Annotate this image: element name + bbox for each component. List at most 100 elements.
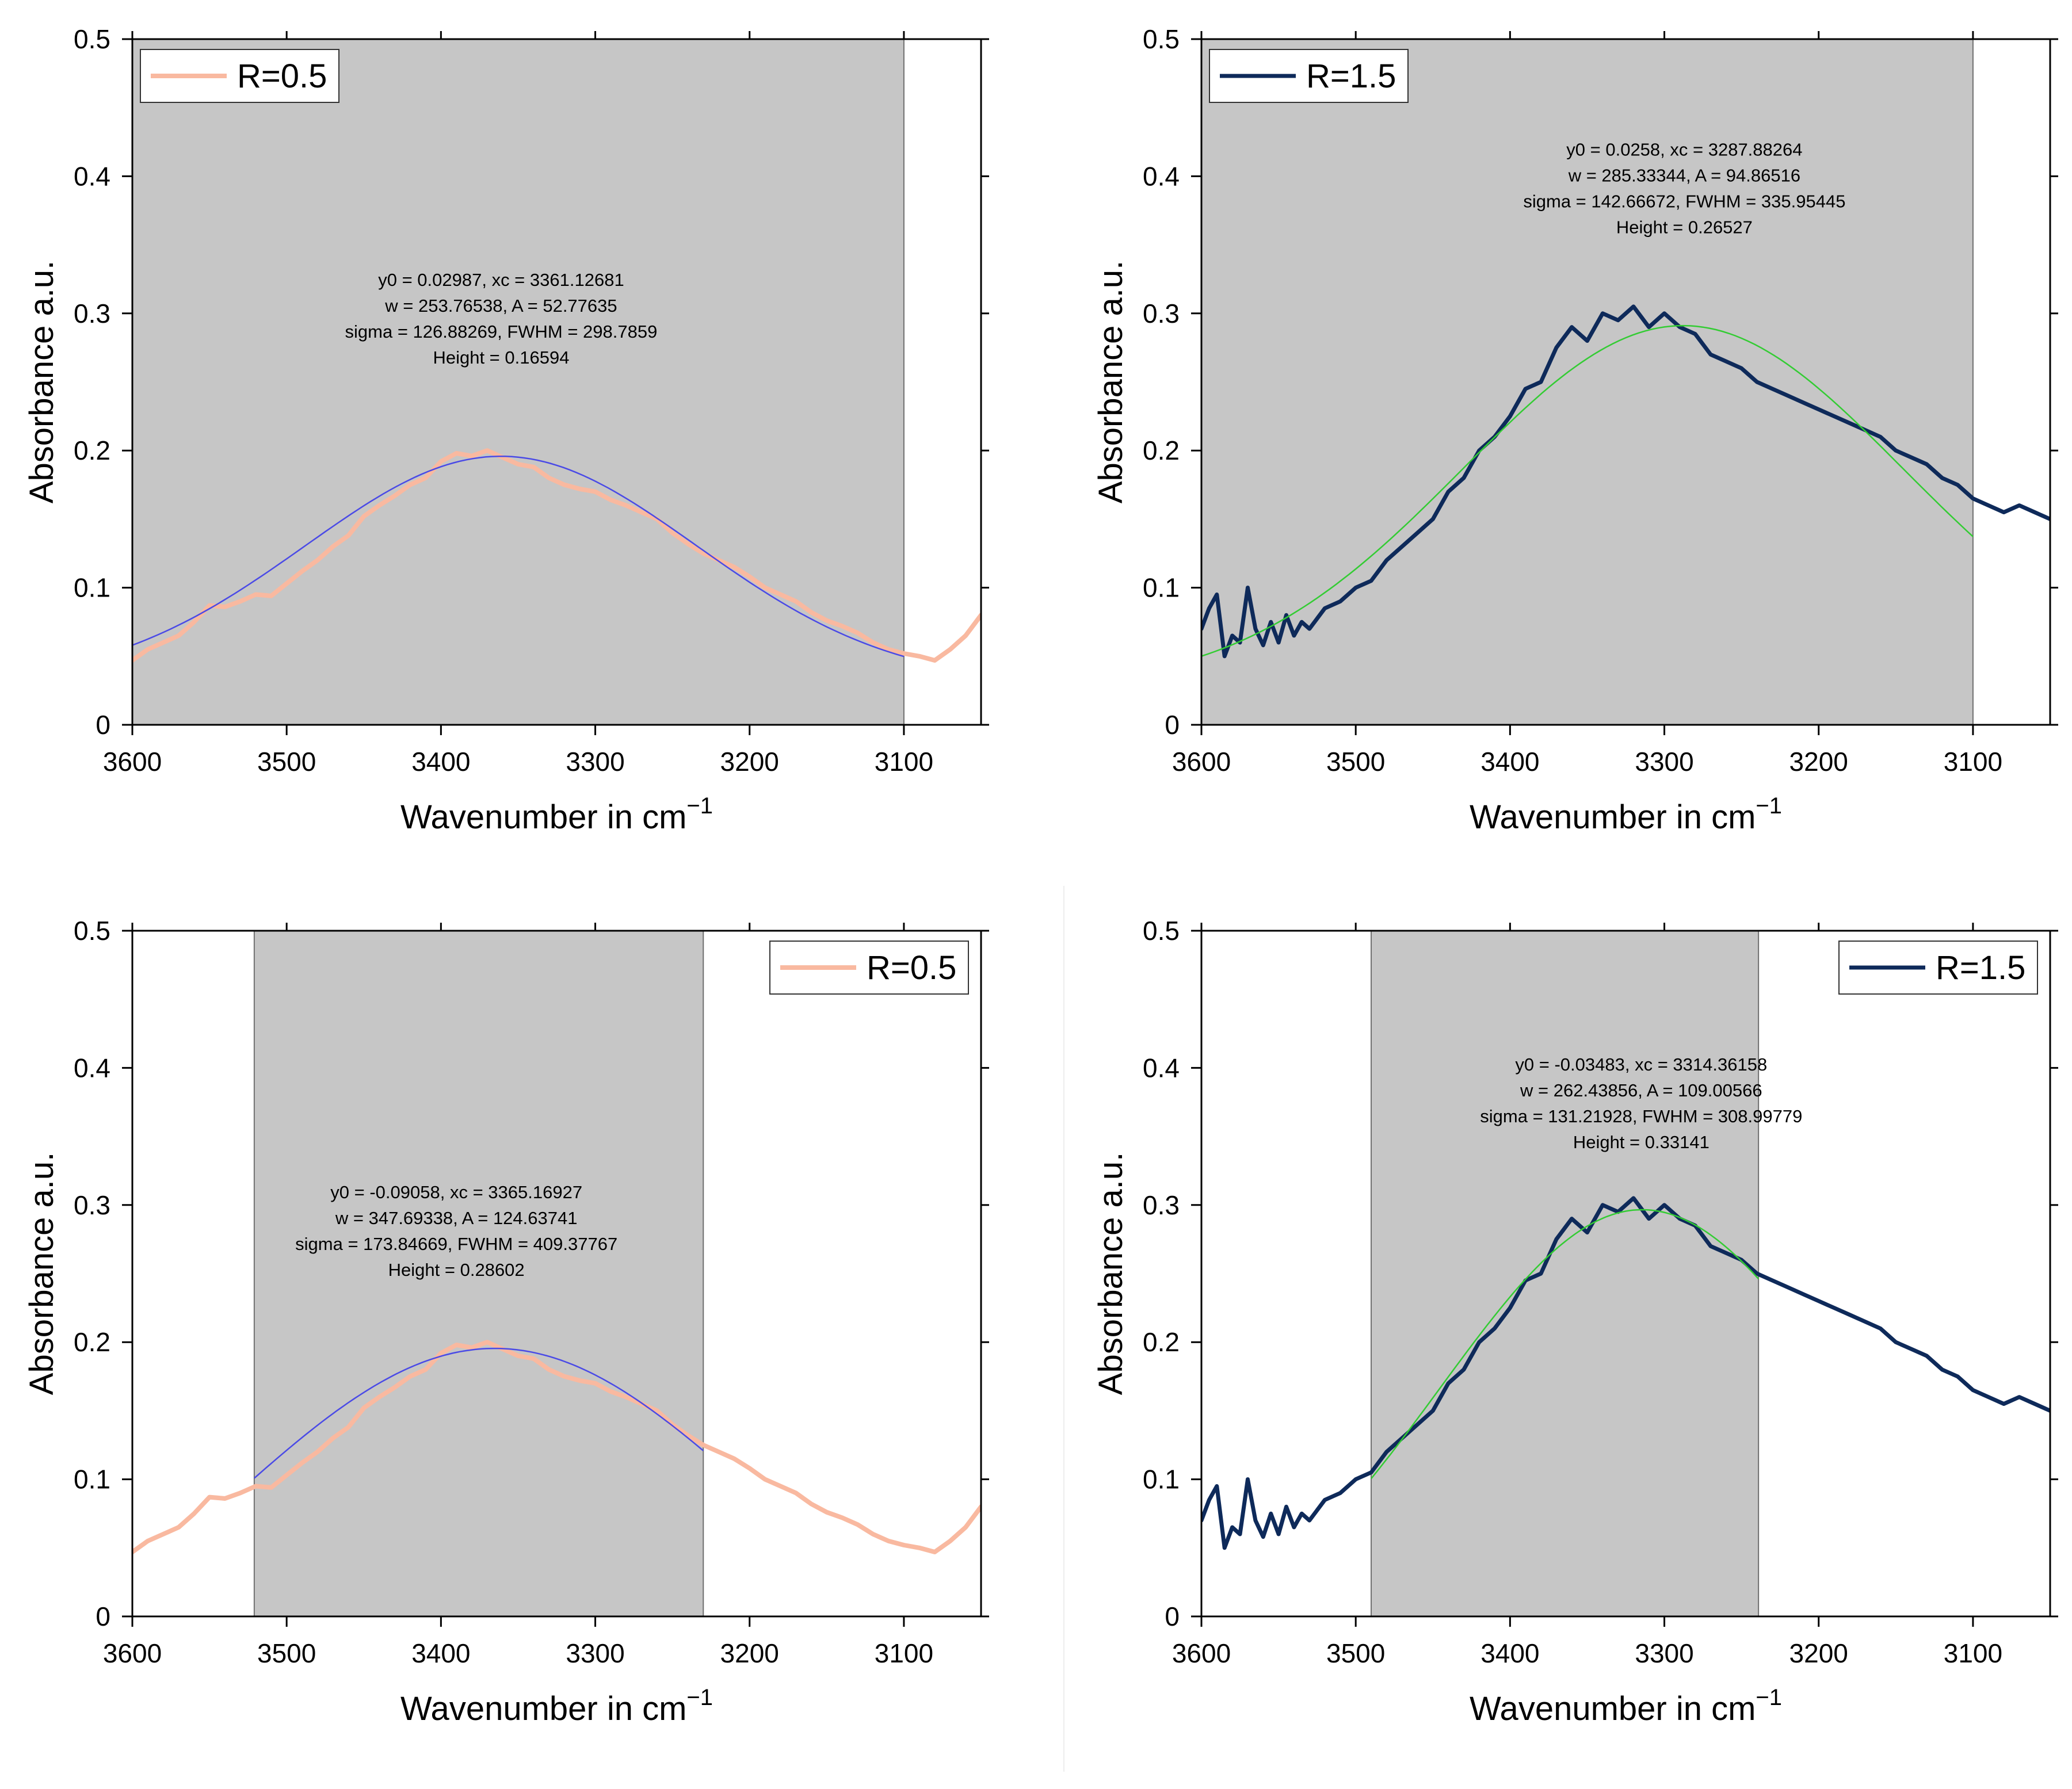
y-tick-label: 0.5	[74, 916, 110, 946]
y-tick-label: 0	[96, 710, 110, 740]
plot-frame	[131, 930, 982, 1618]
fit-annotation-line: sigma = 131.21928, FWHM = 308.99779	[1480, 1106, 1802, 1126]
y-tick-label: 0.3	[1143, 1190, 1180, 1220]
x-tick-label: 3300	[1635, 747, 1693, 777]
chart-panel-top-right: 3600 3500 3400 3300 3200 3100 0 0.1 0.2 0.3 0.4 0.5…	[1092, 24, 2058, 836]
fit-region	[132, 39, 904, 725]
x-tick-label: 3100	[1944, 1638, 2002, 1668]
x-tick-label: 3500	[257, 1638, 316, 1668]
fit-annotation-line: w = 253.76538, A = 52.77635	[384, 296, 617, 316]
legend-label: R=1.5	[1306, 58, 1396, 95]
x-axis-label: Wavenumber in cm−1	[1470, 793, 1782, 836]
y-tick-label: 0	[1165, 1601, 1180, 1631]
x-axis-label-superscript: −1	[686, 1685, 713, 1710]
y-tick-label: 0.3	[74, 299, 110, 328]
y-axis-label: Absorbance a.u.	[23, 1152, 60, 1395]
x-tick-label: 3400	[411, 747, 470, 777]
fit-annotation-line: sigma = 142.66672, FWHM = 335.95445	[1523, 192, 1845, 212]
y-axis-label: Absorbance a.u.	[23, 261, 60, 503]
x-tick-label: 3500	[1326, 747, 1385, 777]
legend[interactable]: R=1.5	[1209, 49, 1409, 103]
chart-panel-top-left: 3600 3500 3400 3300 3200 3100 0 0.1 0.2 0.3 0.4 0.5…	[23, 24, 989, 836]
y-tick-label: 0.5	[74, 24, 110, 54]
y-tick-label: 0.2	[74, 1327, 110, 1357]
fit-annotation-line: sigma = 126.88269, FWHM = 298.7859	[345, 322, 658, 342]
x-tick-label: 3600	[1172, 747, 1231, 777]
x-axis-label: Wavenumber in cm−1	[400, 793, 713, 836]
fit-annotation-line: y0 = -0.09058, xc = 3365.16927	[330, 1182, 582, 1202]
data-series-line	[132, 448, 981, 663]
x-tick-label: 3100	[1944, 747, 2002, 777]
y-tick-label: 0.1	[1143, 573, 1180, 603]
y-tick-label: 0.2	[74, 435, 110, 465]
data-series-line	[1201, 304, 2050, 659]
y-tick-label: 0	[96, 1601, 110, 1631]
y-tick-label: 0.1	[74, 1465, 110, 1494]
fit-annotation-line: w = 262.43856, A = 109.00566	[1520, 1080, 1762, 1100]
data-series-line	[1201, 1196, 2050, 1550]
x-tick-label: 3600	[103, 1638, 162, 1668]
y-tick-label: 0.3	[1143, 299, 1180, 328]
fit-annotation-line: y0 = -0.03483, xc = 3314.36158	[1515, 1054, 1767, 1075]
y-tick-label: 0.4	[74, 161, 110, 191]
y-tick-label: 0.4	[1143, 161, 1180, 191]
panel-separator	[1063, 886, 1064, 1772]
x-axis-label-superscript: −1	[686, 793, 713, 819]
y-tick-label: 0.5	[1143, 916, 1180, 946]
x-tick-label: 3200	[1789, 1638, 1848, 1668]
y-tick-label: 0.2	[1143, 1327, 1180, 1357]
y-tick-label: 0.4	[1143, 1053, 1180, 1083]
legend[interactable]: R=0.5	[769, 941, 969, 995]
x-tick-label: 3300	[1635, 1638, 1693, 1668]
x-tick-label: 3300	[566, 1638, 624, 1668]
fit-annotation-line: y0 = 0.02987, xc = 3361.12681	[378, 270, 624, 290]
fit-annotation-line: w = 347.69338, A = 124.63741	[335, 1208, 578, 1228]
fit-region	[1201, 39, 1973, 725]
chart-panel-bottom-right: 3600 3500 3400 3300 3200 3100 0 0.1 0.2 0.3 0.4 0.5…	[1092, 916, 2058, 1727]
y-tick-label: 0.5	[1143, 24, 1180, 54]
fit-curve	[254, 1347, 704, 1479]
x-tick-label: 3100	[875, 747, 933, 777]
legend[interactable]: R=0.5	[140, 49, 339, 103]
x-tick-label: 3200	[720, 747, 779, 777]
chart-panel-bottom-left: 3600 3500 3400 3300 3200 3100 0 0.1 0.2 0.3 0.4 0.5…	[23, 916, 989, 1727]
fit-annotation-line: sigma = 173.84669, FWHM = 409.37767	[295, 1234, 617, 1254]
y-tick-label: 0.2	[1143, 435, 1180, 465]
x-tick-label: 3500	[1326, 1638, 1385, 1668]
fit-annotation-line: w = 285.33344, A = 94.86516	[1568, 166, 1800, 186]
x-tick-label: 3600	[103, 747, 162, 777]
x-axis-label: Wavenumber in cm−1	[1470, 1685, 1782, 1727]
y-tick-label: 0.4	[74, 1053, 110, 1083]
y-tick-label: 0.3	[74, 1190, 110, 1220]
x-tick-label: 3400	[1480, 1638, 1539, 1668]
y-tick-label: 0.1	[74, 573, 110, 603]
fit-annotation-line: y0 = 0.0258, xc = 3287.88264	[1566, 140, 1802, 160]
x-axis-label: Wavenumber in cm−1	[400, 1685, 713, 1727]
legend-label: R=0.5	[867, 949, 956, 987]
x-tick-label: 3500	[257, 747, 316, 777]
legend-label: R=0.5	[237, 58, 327, 95]
x-tick-label: 3200	[720, 1638, 779, 1668]
x-tick-label: 3400	[411, 1638, 470, 1668]
fit-region	[254, 931, 704, 1616]
fit-annotation-line: Height = 0.16594	[433, 347, 569, 368]
y-tick-label: 0	[1165, 710, 1180, 740]
plot-frame	[1200, 930, 2051, 1618]
x-tick-label: 3100	[875, 1638, 933, 1668]
fit-annotation-line: Height = 0.26527	[1616, 217, 1753, 238]
fit-curve	[1371, 1209, 1760, 1480]
x-axis-label-superscript: −1	[1756, 1685, 1782, 1710]
x-tick-label: 3300	[566, 747, 624, 777]
data-series-line	[132, 1340, 981, 1554]
y-axis-label: Absorbance a.u.	[1092, 1152, 1130, 1395]
fit-curve	[132, 455, 905, 658]
legend[interactable]: R=1.5	[1838, 941, 2038, 995]
legend-box	[1209, 49, 1409, 103]
x-tick-label: 3200	[1789, 747, 1848, 777]
plot-frame	[1200, 38, 2051, 726]
y-axis-label: Absorbance a.u.	[1092, 261, 1130, 503]
x-tick-label: 3600	[1172, 1638, 1231, 1668]
x-tick-label: 3400	[1480, 747, 1539, 777]
x-axis-label-superscript: −1	[1756, 793, 1782, 819]
